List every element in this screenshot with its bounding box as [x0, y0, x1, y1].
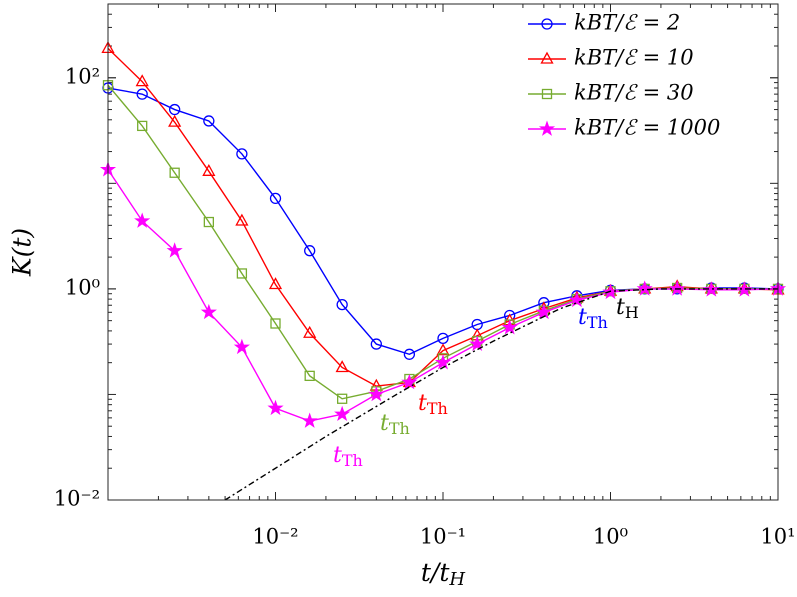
- annotation: tTh: [333, 443, 363, 470]
- x-axis-label: t/tH: [421, 558, 466, 591]
- marker: [303, 325, 317, 338]
- marker: [203, 216, 214, 228]
- marker: [235, 213, 249, 226]
- marker: [203, 115, 215, 127]
- marker: [169, 103, 181, 116]
- annotation-sub: Th: [389, 419, 410, 438]
- marker: [535, 303, 552, 320]
- legend-label: kBT/ℰ = 30: [574, 81, 694, 105]
- y-tick-label: 10⁻²: [54, 487, 100, 511]
- marker: [469, 335, 486, 351]
- marker: [236, 148, 248, 160]
- y-tick-label: 10⁰: [65, 275, 100, 299]
- marker: [370, 338, 382, 350]
- x-tick-label: 10⁰: [593, 525, 628, 549]
- annotation: tH: [616, 295, 639, 322]
- annotation-sub: H: [625, 303, 639, 322]
- annotation: tTh: [380, 411, 410, 438]
- frame: [107, 3, 779, 501]
- marker: [538, 120, 556, 136]
- annotation-main: t: [380, 411, 389, 436]
- legend-label: kBT/ℰ = 10: [574, 46, 694, 70]
- marker: [267, 399, 284, 416]
- x-tick-label: 10¹: [760, 525, 795, 549]
- marker: [401, 373, 418, 390]
- marker: [636, 280, 653, 296]
- y-tick-label: 10²: [65, 64, 100, 88]
- marker: [368, 385, 385, 402]
- marker: [135, 74, 149, 87]
- marker: [541, 88, 553, 100]
- annotation-main: t: [418, 391, 427, 416]
- line: [107, 47, 779, 387]
- marker: [236, 268, 248, 279]
- marker: [736, 281, 753, 297]
- y-axis-label: K(t): [8, 228, 37, 277]
- marker: [335, 360, 349, 373]
- marker: [540, 51, 554, 64]
- marker: [202, 163, 216, 176]
- marker: [169, 167, 180, 178]
- annotation-main: t: [578, 305, 587, 330]
- marker: [334, 405, 351, 422]
- legend-label: kBT/ℰ = 1000: [574, 116, 720, 140]
- annotation-sub: Th: [342, 451, 363, 470]
- annotation: tTh: [418, 391, 448, 418]
- marker: [166, 242, 183, 258]
- marker: [301, 412, 318, 428]
- marker: [136, 88, 148, 100]
- marker: [501, 319, 518, 335]
- legend-label: kBT/ℰ = 2: [574, 11, 680, 35]
- marker: [200, 303, 217, 320]
- x-label-main: t/t: [421, 558, 450, 587]
- marker: [269, 192, 282, 205]
- plot-area: [108, 4, 778, 500]
- annotation-main: t: [333, 443, 342, 468]
- marker: [304, 245, 316, 257]
- marker: [233, 338, 250, 355]
- line: [224, 288, 778, 501]
- annotation: tTh: [578, 305, 608, 332]
- marker: [541, 18, 553, 30]
- marker: [337, 393, 348, 404]
- marker: [403, 348, 416, 360]
- marker: [268, 277, 283, 290]
- marker: [270, 318, 281, 329]
- annotation-sub: Th: [427, 399, 448, 418]
- annotation-main: t: [616, 295, 625, 320]
- x-label-sub: H: [448, 569, 465, 590]
- marker: [336, 298, 348, 311]
- marker: [434, 354, 452, 370]
- marker: [304, 370, 315, 382]
- annotation-sub: Th: [587, 313, 608, 332]
- marker: [134, 212, 151, 228]
- x-tick-label: 10⁻¹: [420, 525, 466, 549]
- marker: [703, 281, 720, 297]
- marker: [168, 114, 182, 127]
- x-tick-label: 10⁻²: [252, 525, 298, 549]
- marker: [568, 291, 585, 308]
- marker: [137, 120, 148, 132]
